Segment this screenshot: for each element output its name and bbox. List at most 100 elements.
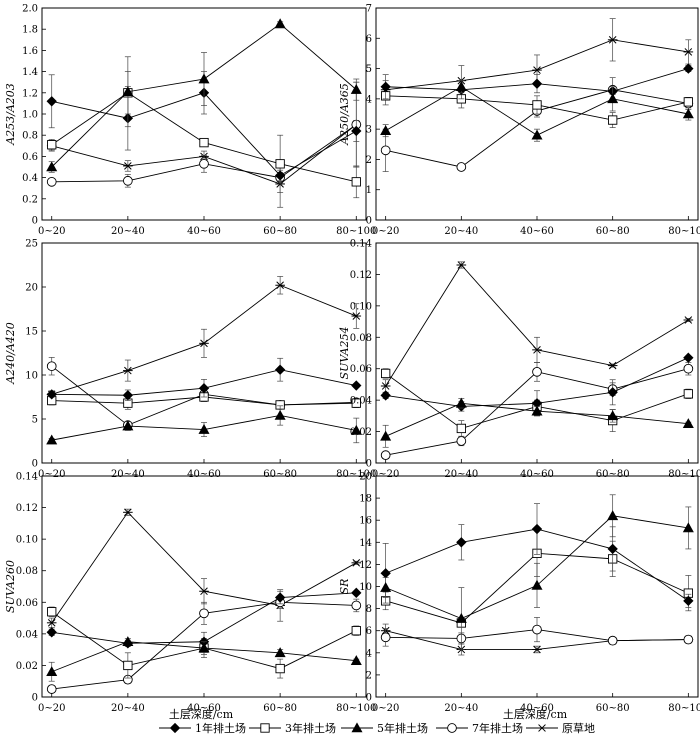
data-point-circle (46, 361, 57, 372)
y-tick-label: 0 (32, 216, 38, 227)
data-point-triangle (274, 18, 286, 29)
y-tick-label: 2 (366, 155, 372, 166)
data-point-square (532, 100, 542, 110)
y-tick-label: 15 (25, 327, 38, 338)
x-tick-label: 20~40 (111, 226, 145, 237)
data-point-star (199, 587, 209, 596)
y-tick-label: 0.02 (16, 661, 38, 672)
data-point-square (351, 398, 361, 408)
y-tick-label: 0 (32, 693, 38, 704)
y-tick-label: 0.04 (16, 629, 38, 640)
data-point-diamond (274, 170, 286, 181)
y-tick-label: 0.12 (350, 270, 372, 281)
data-point-triangle (122, 86, 134, 97)
y-tick-label: 0.08 (16, 566, 38, 577)
y-tick-label: 0.06 (350, 364, 372, 375)
y-tick-label: 0.4 (22, 173, 38, 184)
data-point-triangle (46, 666, 58, 677)
y-tick-label: 1 (366, 185, 372, 196)
y-axis-label: A253/A203 (4, 83, 17, 146)
data-point-diamond (531, 523, 543, 535)
x-tick-label: 80~100 (336, 469, 376, 480)
data-point-diamond (46, 389, 57, 400)
x-tick-label: 20~40 (444, 703, 478, 714)
series-circle (380, 617, 694, 647)
y-axis-label: SR (338, 579, 351, 595)
x-tick-label: 40~60 (187, 469, 221, 480)
y-tick-label: 18 (359, 494, 372, 505)
x-tick-label: 60~80 (263, 226, 297, 237)
legend: 1年排土场 3年排土场 5年排土场 7年排土场 原草地 (159, 721, 595, 735)
data-point-triangle (198, 73, 210, 84)
y-tick-label: 0.10 (350, 301, 372, 312)
y-axis-label: SUVA260 (4, 560, 17, 613)
data-point-circle (456, 162, 467, 172)
y-tick-label: 8 (366, 604, 372, 615)
data-point-star (532, 66, 542, 74)
y-tick-label: 25 (25, 239, 38, 250)
y-tick-label: 14 (359, 538, 372, 549)
legend-label: 1年排土场 (195, 721, 246, 735)
data-point-diamond (274, 364, 286, 375)
data-point-square (47, 607, 57, 617)
y-tick-label: 0.12 (16, 503, 38, 514)
y-tick-label: 0 (366, 216, 372, 227)
data-point-star (275, 281, 285, 290)
data-point-star (123, 162, 133, 170)
x-tick-label: 80~100 (336, 226, 376, 237)
y-tick-label: 0.10 (16, 535, 38, 546)
data-point-triangle (274, 409, 286, 420)
data-point-circle (380, 450, 391, 460)
series-diamond (380, 503, 694, 608)
data-point-square (275, 159, 285, 169)
y-tick-label: 2 (366, 670, 372, 681)
data-point-triangle (531, 405, 543, 416)
data-point-diamond (683, 595, 694, 607)
y-tick-label: 6 (366, 626, 372, 637)
x-tick-label: 0~20 (38, 469, 65, 480)
x-tick-label: 40~60 (187, 226, 221, 237)
x-tick-label: 80~100 (336, 703, 376, 714)
y-tick-label: 0 (366, 459, 372, 470)
y-axis-label: A250/A365 (338, 83, 351, 146)
y-tick-label: 0.06 (16, 598, 38, 609)
data-point-star (607, 361, 618, 370)
data-point-triangle (682, 522, 694, 533)
data-point-circle (607, 635, 618, 646)
x-tick-label: 0~20 (372, 469, 399, 480)
data-point-circle (46, 176, 57, 187)
y-tick-label: 6 (366, 34, 372, 45)
y-tick-label: 1.8 (22, 25, 38, 36)
legend-item-diamond: 1年排土场 (159, 721, 246, 735)
y-tick-label: 0.04 (350, 396, 372, 407)
data-point-square (683, 389, 693, 399)
data-point-triangle (380, 125, 392, 135)
legend-marker-diamond (169, 722, 181, 734)
data-point-triangle (122, 636, 134, 647)
chart-panel-5: 00.020.040.060.080.100.120.140~20 20~40 40… (4, 472, 376, 715)
y-tick-label: 4 (366, 648, 372, 659)
series-triangle (380, 80, 694, 142)
data-point-diamond (531, 78, 543, 89)
data-point-square (381, 368, 391, 379)
x-tick-label: 80~100 (668, 469, 700, 480)
data-point-triangle (607, 510, 619, 521)
data-point-star (123, 508, 133, 517)
data-point-triangle (46, 161, 58, 172)
data-point-triangle (682, 108, 694, 119)
y-tick-label: 0.8 (22, 131, 38, 142)
y-tick-label: 1.4 (22, 67, 38, 78)
chart-panel-4: 0 0.02 0.04 0.06 0.08 0.10 0.12 0.14 0~20 20~40 40… (338, 239, 700, 481)
data-point-square (351, 177, 361, 187)
legend-item-circle: 7年排土场 (436, 721, 523, 735)
legend-item-triangle: 5年排土场 (341, 721, 428, 735)
y-tick-label: 0.02 (350, 427, 372, 438)
y-tick-label: 0.6 (22, 152, 38, 163)
legend-label: 原草地 (562, 722, 595, 735)
x-tick-label: 80~100 (668, 226, 700, 237)
data-point-star (532, 346, 542, 354)
x-tick-label: 60~80 (596, 703, 630, 714)
data-point-square (199, 137, 209, 148)
